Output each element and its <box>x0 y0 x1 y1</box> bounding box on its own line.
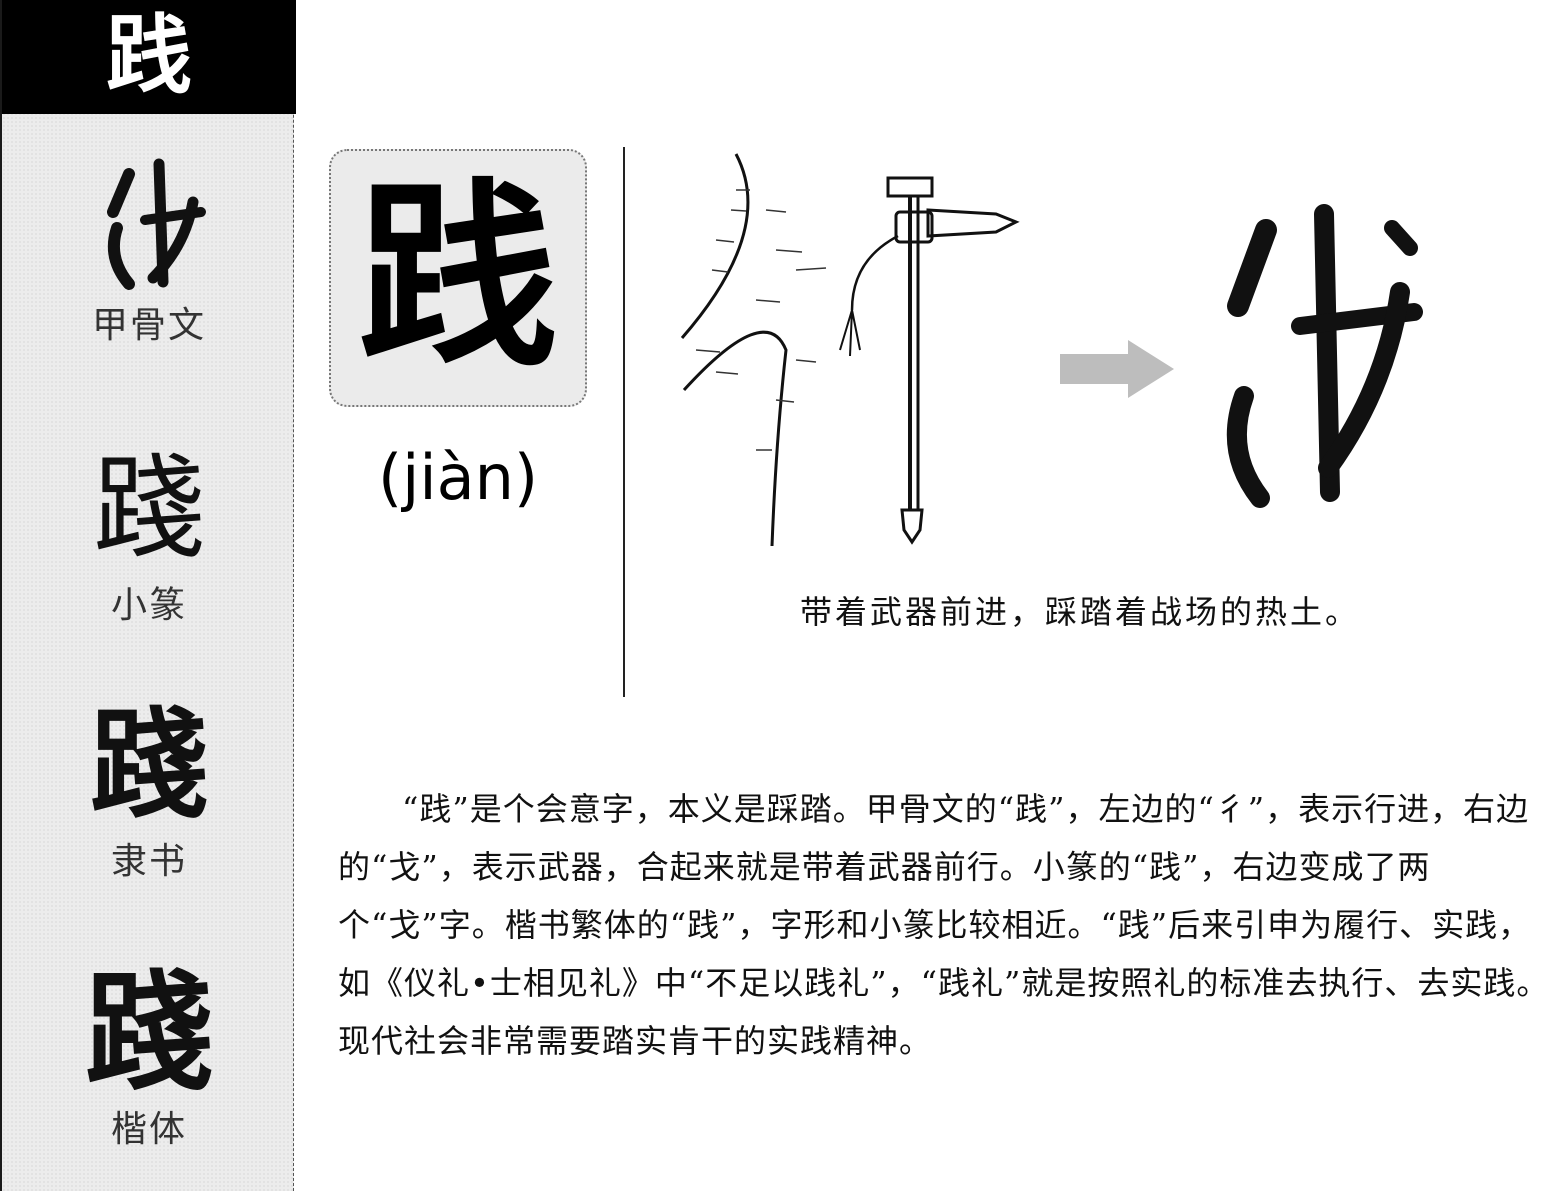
character-card: 践 <box>329 149 587 407</box>
seal-glyph: 踐 <box>93 444 205 574</box>
script-label: 甲骨文 <box>91 305 206 346</box>
illustration-caption: 带着武器前进，踩踏着战场的热土。 <box>799 593 1360 631</box>
script-oracle: 甲骨文 <box>2 150 296 348</box>
script-seal: 踐 小篆 <box>2 434 296 628</box>
main-character: 践 <box>357 162 558 395</box>
explanation-paragraph: “践”是个会意字，本义是踩踏。甲骨文的“践”，左边的“彳”，表示行进，右边的“戈… <box>338 790 1550 1060</box>
title-block: 践 <box>2 0 296 114</box>
script-label: 隶书 <box>110 841 187 882</box>
right-arrow-icon <box>1058 338 1176 400</box>
regular-glyph: 踐 <box>84 958 213 1108</box>
clerical-glyph: 踐 <box>89 695 208 834</box>
road-and-dagger-axe-illustration <box>676 150 1036 550</box>
oracle-bone-glyph-icon <box>1196 200 1446 520</box>
script-label: 楷体 <box>110 1109 187 1150</box>
oracle-glyph-icon <box>2 150 296 304</box>
pinyin: (jiàn) <box>377 441 539 514</box>
script-clerical: 踐 隶书 <box>2 690 296 884</box>
title-character: 践 <box>106 6 192 106</box>
vertical-divider <box>623 147 625 697</box>
script-label: 小篆 <box>110 585 187 626</box>
script-sidebar: 践 甲骨文 踐 小篆 踐 隶书 踐 楷体 <box>0 0 296 1191</box>
script-regular: 踐 楷体 <box>2 958 296 1152</box>
